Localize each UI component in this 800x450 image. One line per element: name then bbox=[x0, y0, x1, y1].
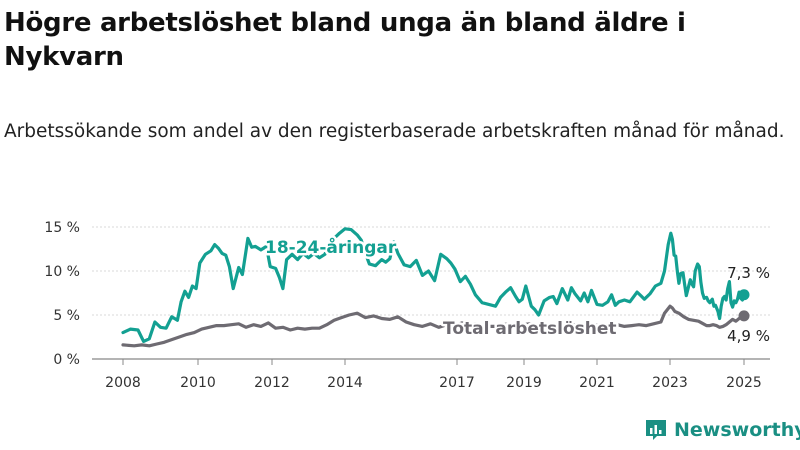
chart-subtitle: Arbetssökande som andel av den registerb… bbox=[4, 121, 785, 142]
x-tick-label: 2010 bbox=[180, 375, 216, 391]
newsworthy-bar-chart-icon bbox=[646, 420, 666, 440]
series-line bbox=[121, 304, 746, 348]
series-line bbox=[121, 227, 746, 343]
y-tick-label: 15 % bbox=[44, 220, 80, 236]
x-tick-label: 2023 bbox=[652, 375, 688, 391]
y-tick-label: 10 % bbox=[44, 264, 80, 280]
end-value-youth: 7,3 % bbox=[727, 264, 770, 282]
newsworthy-logo: Newsworthy bbox=[644, 418, 800, 442]
x-tick-label: 2012 bbox=[254, 375, 290, 391]
series-label-youth: 18-24-åringar bbox=[265, 236, 397, 258]
chart-labels: 18-24-åringar Total arbetslöshet 7,3 % 4,9 … bbox=[263, 234, 771, 346]
line-chart: 0 %5 %10 %15 % 2008 2010 2012 2014 2017 2019 2… bbox=[44, 220, 771, 391]
series-end-point bbox=[738, 289, 750, 301]
x-tick-label: 2008 bbox=[105, 375, 141, 391]
brand-name: Newsworthy bbox=[674, 419, 800, 441]
end-value-total: 4,9 % bbox=[727, 327, 770, 345]
chart-series bbox=[121, 227, 750, 348]
x-axis-ticks: 2008 2010 2012 2014 2017 2019 2021 2023 2025 bbox=[105, 359, 762, 391]
chart-grid bbox=[92, 226, 770, 360]
y-tick-label: 0 % bbox=[53, 352, 80, 368]
series-end-point bbox=[738, 310, 750, 322]
y-axis-ticks: 0 % 5 % 10 % 15 % bbox=[44, 220, 80, 368]
chart-title: Högre arbetslöshet bland unga än bland ä… bbox=[4, 8, 686, 72]
y-tick-label: 5 % bbox=[53, 308, 80, 324]
x-tick-label: 2019 bbox=[506, 375, 542, 391]
x-tick-label: 2017 bbox=[439, 375, 475, 391]
x-tick-label: 2025 bbox=[726, 375, 762, 391]
x-tick-label: 2021 bbox=[579, 375, 615, 391]
x-tick-label: 2014 bbox=[327, 375, 363, 391]
series-label-total: Total arbetslöshet bbox=[443, 319, 617, 339]
